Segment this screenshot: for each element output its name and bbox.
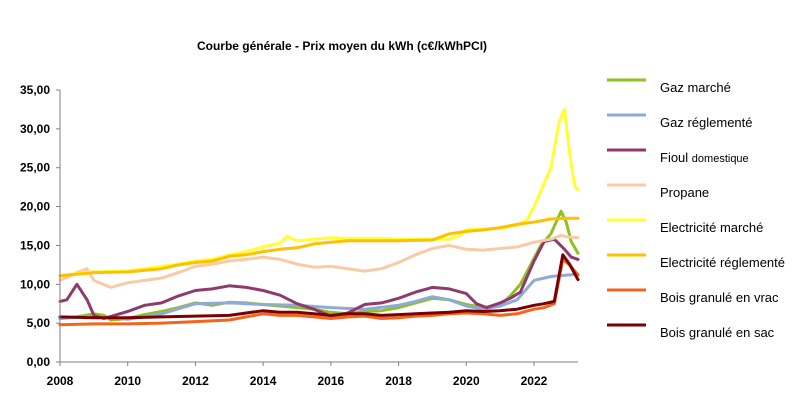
- x-tick-label: 2012: [182, 374, 209, 388]
- series-line-5: [58, 216, 580, 278]
- series-line-7: [58, 253, 580, 320]
- y-tick-label: 5,00: [27, 316, 51, 330]
- x-tick-label: 2020: [453, 374, 480, 388]
- legend-label-2: Fioul domestique: [660, 150, 749, 165]
- legend-label-4: Electricité marché: [660, 220, 763, 235]
- legend-label-1: Gaz réglementé: [660, 115, 753, 130]
- series-lines: [58, 107, 580, 327]
- legend-label-3: Propane: [660, 185, 709, 200]
- legend-label-7: Bois granulé en sac: [660, 325, 775, 340]
- series-line-3: [58, 233, 580, 289]
- series-line-1: [58, 272, 580, 321]
- legend-label-0: Gaz marché: [660, 80, 731, 95]
- x-axis-ticks: 2008 2010 2012 2014 2016 2018 2020 2022: [47, 362, 548, 388]
- y-tick-label: 30,00: [20, 122, 50, 136]
- legend-label-5: Electricité réglementé: [660, 255, 785, 270]
- x-tick-label: 2008: [47, 374, 74, 388]
- x-tick-label: 2022: [521, 374, 548, 388]
- y-tick-label: 35,00: [20, 83, 50, 97]
- chart-title: Courbe générale - Prix moyen du kWh (c€/…: [197, 39, 487, 53]
- y-tick-label: 10,00: [20, 277, 50, 291]
- y-axis-ticks: 0,00 5,00 10,00 15,00 20,00 25,00 30,00 35,00: [20, 83, 60, 369]
- x-tick-label: 2014: [250, 374, 277, 388]
- x-tick-label: 2010: [114, 374, 141, 388]
- y-tick-label: 25,00: [20, 161, 50, 175]
- series-line-6: [58, 257, 580, 327]
- y-tick-label: 0,00: [27, 355, 51, 369]
- y-tick-label: 15,00: [20, 238, 50, 252]
- x-tick-label: 2018: [385, 374, 412, 388]
- y-tick-label: 20,00: [20, 200, 50, 214]
- legend: Gaz marché Gaz réglementé Fioul domestique…: [607, 78, 785, 340]
- legend-label-6: Bois granulé en vrac: [660, 290, 779, 305]
- series-line-4: [58, 107, 580, 278]
- x-tick-label: 2016: [317, 374, 344, 388]
